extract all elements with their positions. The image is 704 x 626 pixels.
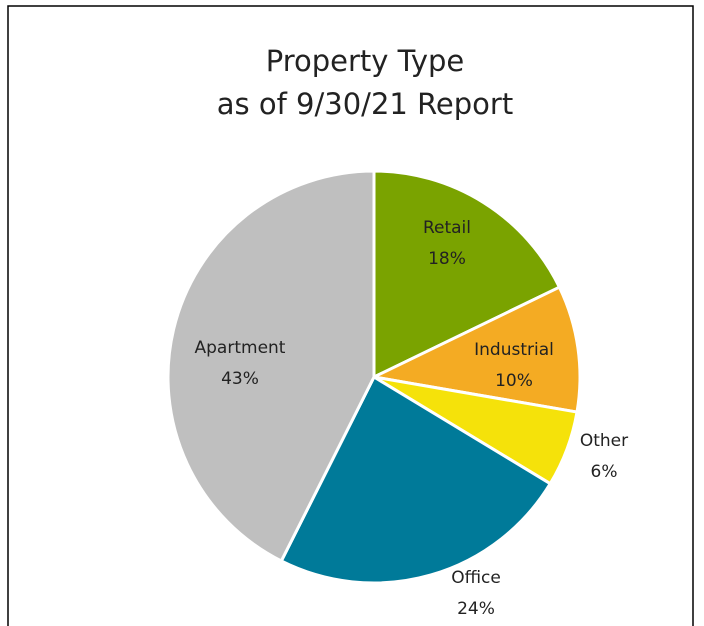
slice-value-label: 10% bbox=[495, 371, 533, 391]
slice-value-label: 24% bbox=[457, 599, 495, 619]
slice-label: Other bbox=[580, 431, 628, 451]
slice-label: Office bbox=[451, 568, 501, 588]
slice-label: Apartment bbox=[195, 338, 286, 358]
chart-subtitle: as of 9/30/21 Report bbox=[217, 87, 513, 121]
slice-value-label: 18% bbox=[428, 249, 466, 269]
slice-label: Industrial bbox=[474, 340, 554, 360]
pie-slice bbox=[372, 169, 562, 380]
chart-title: Property Type bbox=[266, 44, 465, 78]
slice-value-label: 43% bbox=[221, 369, 259, 389]
pie-slice bbox=[369, 285, 582, 414]
pie-slice bbox=[166, 169, 376, 563]
slice-value-label: 6% bbox=[591, 462, 618, 482]
slice-label: Retail bbox=[423, 218, 471, 238]
